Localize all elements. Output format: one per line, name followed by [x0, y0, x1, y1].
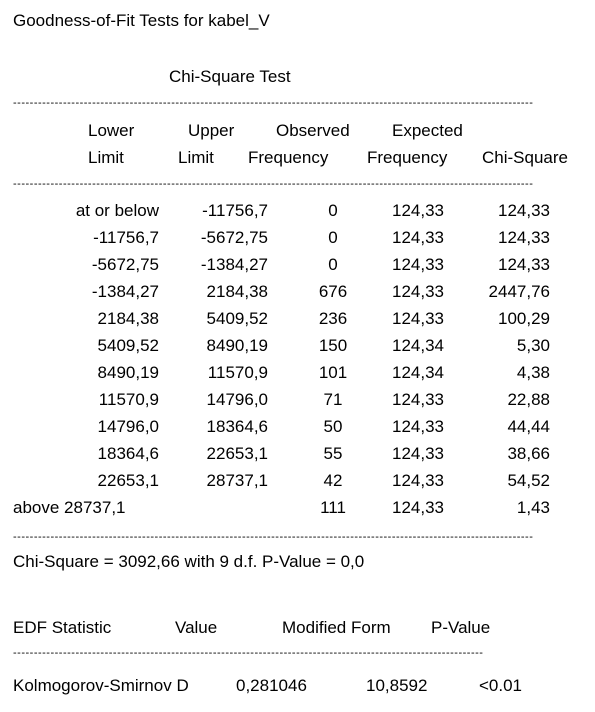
observed-cell: 676	[318, 282, 348, 301]
upper-limit-cell: 18364,6	[206, 417, 268, 436]
edf-pvalue: <0.01	[479, 676, 523, 695]
upper-limit-cell: 8490,19	[206, 336, 268, 355]
upper-limit-cell: -5672,75	[200, 228, 268, 247]
header-observed-1: Observed	[276, 121, 350, 140]
observed-cell: 150	[318, 336, 348, 355]
chi-square-cell: 4,38	[516, 363, 550, 382]
chi-square-cell: 100,29	[498, 309, 550, 328]
expected-cell: 124,33	[392, 471, 444, 490]
chi-square-cell: 38,66	[507, 444, 550, 463]
lower-limit-cell: 5409,52	[97, 336, 159, 355]
header-expected-2: Frequency	[367, 148, 448, 167]
upper-limit-cell: 22653,1	[206, 444, 268, 463]
expected-cell: 124,33	[392, 201, 444, 220]
lower-limit-cell: at or below	[75, 201, 159, 220]
header-lower-2: Limit	[88, 148, 124, 167]
separator-line: ----------------------------------------…	[13, 178, 533, 190]
chi-square-summary: Chi-Square = 3092,66 with 9 d.f. P-Value…	[13, 552, 365, 571]
edf-header-pvalue: P-Value	[431, 618, 491, 637]
expected-cell: 124,33	[392, 444, 444, 463]
lower-limit-cell: 18364,6	[97, 444, 159, 463]
upper-limit-cell: -11756,7	[202, 201, 268, 220]
lower-limit-cell: -1384,27	[91, 282, 159, 301]
header-lower-1: Lower	[88, 121, 135, 140]
lower-limit-cell: above 28737,1	[13, 498, 126, 517]
header-expected-1: Expected	[392, 121, 463, 140]
observed-cell: 71	[323, 390, 343, 409]
header-upper-1: Upper	[188, 121, 235, 140]
lower-limit-cell: 11570,9	[98, 390, 159, 409]
observed-cell: 111	[320, 498, 346, 517]
expected-cell: 124,33	[392, 309, 444, 328]
chi-square-cell: 5,30	[516, 336, 550, 355]
observed-cell: 42	[323, 471, 343, 490]
report-title: Goodness-of-Fit Tests for kabel_V	[13, 11, 270, 30]
expected-cell: 124,33	[392, 282, 444, 301]
header-chisquare: Chi-Square	[482, 148, 568, 167]
edf-modified-form: 10,8592	[366, 676, 428, 695]
chi-square-cell: 124,33	[498, 228, 550, 247]
separator-line: ----------------------------------------…	[13, 97, 533, 109]
observed-cell: 0	[328, 228, 338, 247]
upper-limit-cell: 2184,38	[206, 282, 268, 301]
separator-line: ----------------------------------------…	[13, 531, 533, 543]
header-observed-2: Frequency	[248, 148, 329, 167]
edf-header-statistic: EDF Statistic	[13, 618, 112, 637]
upper-limit-cell: 28737,1	[206, 471, 268, 490]
expected-cell: 124,34	[392, 336, 444, 355]
upper-limit-cell: 14796,0	[206, 390, 268, 409]
observed-cell: 0	[328, 255, 338, 274]
header-upper-2: Limit	[178, 148, 214, 167]
chi-square-cell: 44,44	[507, 417, 550, 436]
upper-limit-cell: 11570,9	[207, 363, 268, 382]
observed-cell: 0	[328, 201, 338, 220]
lower-limit-cell: 2184,38	[97, 309, 159, 328]
expected-cell: 124,34	[392, 363, 444, 382]
expected-cell: 124,33	[392, 255, 444, 274]
chi-square-cell: 22,88	[507, 390, 550, 409]
lower-limit-cell: -11756,7	[93, 228, 159, 247]
expected-cell: 124,33	[392, 498, 444, 517]
observed-cell: 101	[318, 363, 348, 382]
chi-square-cell: 124,33	[498, 201, 550, 220]
edf-value: 0,281046	[236, 676, 307, 695]
lower-limit-cell: 14796,0	[97, 417, 159, 436]
expected-cell: 124,33	[392, 390, 444, 409]
observed-cell: 236	[318, 309, 348, 328]
expected-cell: 124,33	[392, 417, 444, 436]
chi-square-cell: 1,43	[516, 498, 550, 517]
chi-square-cell: 54,52	[507, 471, 550, 490]
observed-cell: 55	[323, 444, 343, 463]
test-name: Chi-Square Test	[169, 67, 291, 86]
edf-statistic-name: Kolmogorov-Smirnov D	[13, 676, 189, 695]
separator-line: ----------------------------------------…	[13, 647, 483, 659]
edf-header-modified: Modified Form	[282, 618, 391, 637]
lower-limit-cell: 8490,19	[97, 363, 159, 382]
observed-cell: 50	[323, 417, 343, 436]
chi-square-cell: 2447,76	[488, 282, 550, 301]
lower-limit-cell: -5672,75	[91, 255, 159, 274]
edf-header-value: Value	[175, 618, 218, 637]
chi-square-cell: 124,33	[498, 255, 550, 274]
upper-limit-cell: 5409,52	[206, 309, 268, 328]
expected-cell: 124,33	[392, 228, 444, 247]
lower-limit-cell: 22653,1	[97, 471, 159, 490]
upper-limit-cell: -1384,27	[200, 255, 268, 274]
